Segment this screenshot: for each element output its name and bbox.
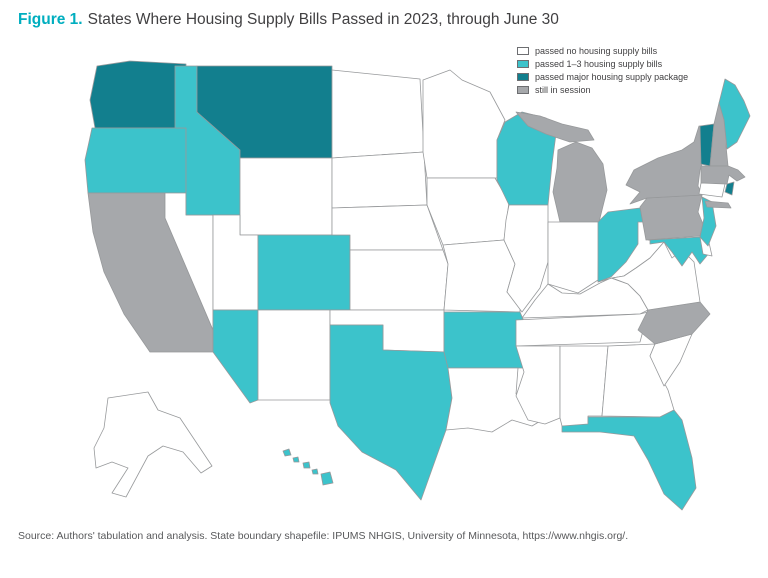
legend-swatch-major-icon [517,73,529,81]
legend-swatch-none-icon [517,47,529,55]
state-nm [257,309,331,401]
state-hi [282,448,292,457]
figure-label: Figure 1. [18,11,83,28]
state-hi [311,468,319,475]
state-mo [442,239,521,313]
state-in [547,221,600,294]
state-wa [89,60,187,129]
state-fl [561,409,697,511]
legend-label-none: passed no housing supply bills [535,46,658,56]
state-hi [320,471,334,486]
legend: passed no housing supply bills passed 1–… [517,46,688,95]
state-az [212,309,259,404]
state-hi [302,461,311,469]
state-al [559,345,609,429]
state-ak [93,391,213,498]
legend-label-session: still in session [535,85,591,95]
legend-item-some: passed 1–3 housing supply bills [517,59,688,69]
state-ma [700,165,746,185]
state-sd [331,151,428,209]
state-or [84,127,187,194]
state-ny [625,125,710,205]
legend-label-major: passed major housing supply package [535,72,689,82]
state-nd [331,69,425,159]
source-note: Source: Authors' tabulation and analysis… [18,530,629,542]
legend-item-session: still in session [517,85,688,95]
legend-swatch-session-icon [517,86,529,94]
state-ct [698,182,726,198]
legend-label-some: passed 1–3 housing supply bills [535,59,663,69]
state-tx [329,324,453,501]
state-wy [239,157,333,236]
state-hi [292,456,300,463]
state-co [257,234,351,311]
legend-swatch-some-icon [517,60,529,68]
figure-title-text: States Where Housing Supply Bills Passed… [87,11,559,28]
legend-item-none: passed no housing supply bills [517,46,688,56]
state-ny [704,200,732,209]
state-mi [515,111,595,143]
state-pa [639,194,704,241]
figure-title: Figure 1. States Where Housing Supply Bil… [18,10,559,30]
legend-item-major: passed major housing supply package [517,72,688,82]
state-mn [422,69,506,179]
state-mi [552,141,608,223]
state-ia [426,177,510,246]
state-ri [724,181,735,196]
state-la [445,367,553,433]
state-me [718,78,751,150]
state-ks [349,249,449,311]
